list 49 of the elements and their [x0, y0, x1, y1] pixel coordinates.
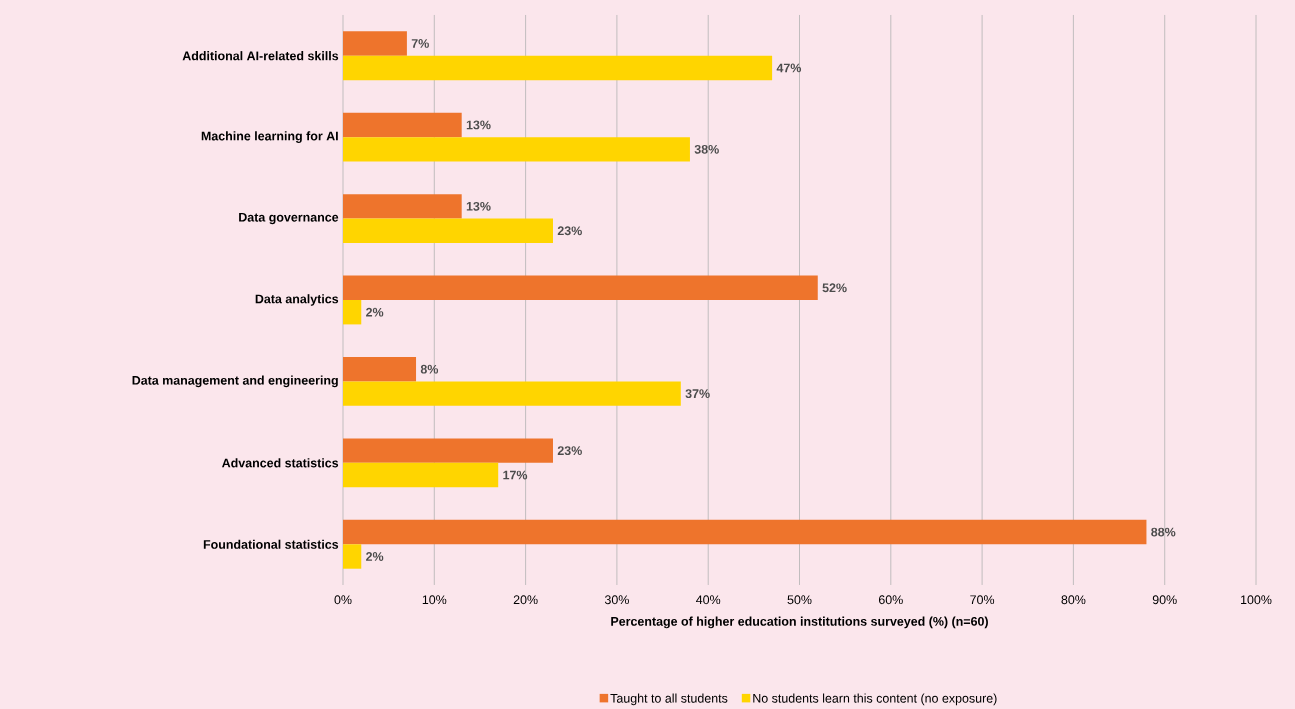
data-label: 23%	[557, 446, 582, 456]
y-tick-label: Advanced statistics	[221, 458, 339, 468]
y-tick-label: Data management and engineering	[132, 375, 338, 388]
data-label: 37%	[685, 389, 710, 399]
bar	[343, 381, 681, 406]
x-tick-label: 80%	[1061, 595, 1086, 605]
data-label: 23%	[557, 226, 582, 236]
y-tick-label: Machine learning for AI	[201, 131, 338, 143]
x-tick-label: 70%	[970, 595, 995, 605]
x-tick-label: 50%	[787, 595, 812, 605]
bar	[343, 299, 362, 325]
bar	[343, 194, 462, 219]
x-tick-label: 60%	[878, 595, 903, 605]
data-label: 38%	[694, 144, 719, 154]
x-tick-label: 10%	[422, 595, 447, 605]
bar	[343, 356, 417, 382]
bar	[343, 55, 773, 81]
bar	[343, 137, 690, 162]
data-label: 52%	[822, 283, 847, 293]
y-tick-label: Data governance	[239, 212, 339, 225]
y-tick-label: Additional AI-related skills	[182, 51, 339, 61]
x-tick-label: 20%	[513, 595, 538, 605]
bar	[343, 218, 553, 243]
bar	[343, 31, 407, 56]
x-tick-label: 100%	[1241, 595, 1272, 605]
y-tick-label: Data analytics	[255, 294, 339, 306]
data-label: 13%	[466, 201, 491, 211]
data-label: 2%	[366, 307, 384, 317]
bar	[343, 544, 362, 569]
x-tick-label: 40%	[696, 595, 721, 605]
data-label: 8%	[420, 364, 439, 374]
legend-label: Taught to all students	[610, 693, 728, 706]
data-label: 88%	[1151, 527, 1176, 537]
data-label: 7%	[411, 39, 429, 48]
legend-label: No students learn this content (no exposure)	[753, 693, 997, 706]
data-label: 17%	[503, 470, 528, 480]
x-tick-label: 0%	[334, 595, 352, 605]
y-tick-label: Foundational statistics	[203, 539, 339, 549]
data-label: 47%	[776, 63, 802, 73]
bar	[343, 438, 553, 463]
bar	[343, 519, 1147, 545]
data-label: 2%	[366, 552, 384, 561]
bar	[343, 112, 462, 138]
x-tick-label: 30%	[604, 595, 629, 605]
bar	[343, 462, 499, 488]
x-axis-title: Percentage of higher education institutions surveyed (%) (n=60)	[611, 616, 988, 629]
x-tick-label: 90%	[1152, 595, 1177, 605]
data-label: 13%	[466, 120, 491, 130]
bar	[343, 275, 818, 300]
